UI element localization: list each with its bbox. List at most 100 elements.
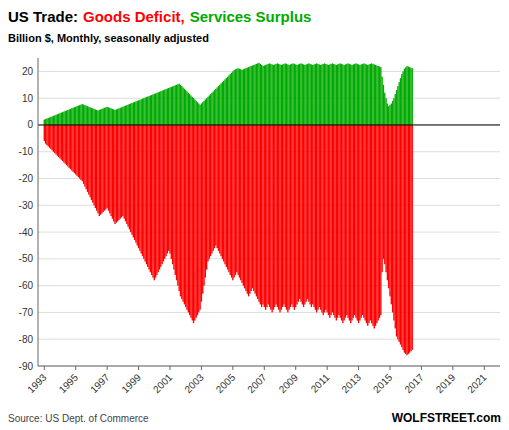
x-tick (201, 366, 202, 370)
bar (286, 64, 287, 125)
bar (251, 66, 252, 125)
bar (273, 65, 274, 125)
bar (277, 125, 278, 307)
bar (402, 125, 403, 350)
bar (257, 63, 258, 125)
bar (338, 64, 339, 125)
bar (172, 125, 173, 264)
grid-line (38, 339, 500, 340)
bar (249, 67, 250, 125)
bar (343, 65, 344, 125)
bar (316, 63, 317, 125)
bar (99, 125, 100, 216)
bar (135, 125, 136, 243)
bar (74, 125, 75, 173)
bar (118, 125, 119, 220)
bar (332, 125, 333, 312)
bar (201, 125, 202, 302)
x-tick-label: 1993 (25, 371, 49, 395)
bar (336, 125, 337, 321)
bar (186, 91, 187, 124)
bar (248, 67, 249, 125)
bar (412, 68, 413, 125)
bar (184, 89, 185, 125)
bar (391, 104, 392, 125)
bar (92, 108, 93, 125)
bar (323, 125, 324, 315)
bar (109, 108, 110, 125)
bar (258, 125, 259, 302)
bar (274, 64, 275, 125)
bar (168, 125, 169, 251)
bar (254, 125, 255, 294)
x-tick-label: 2009 (277, 371, 301, 395)
bar (333, 125, 334, 315)
bar (220, 83, 221, 125)
bar (88, 125, 89, 195)
bar (341, 64, 342, 125)
bar (227, 125, 228, 270)
bar (340, 63, 341, 125)
bar (320, 65, 321, 125)
bar (113, 125, 114, 221)
bar (409, 125, 410, 353)
bar (110, 108, 111, 125)
bar (190, 125, 191, 318)
chart-container: -90-80-70-60-50-40-30-20-100102019931995… (0, 0, 509, 430)
bar (147, 125, 148, 267)
bar (130, 125, 131, 232)
bar (257, 125, 258, 299)
bar (254, 64, 255, 125)
chart-svg: -90-80-70-60-50-40-30-20-100102019931995… (0, 0, 509, 430)
bar (189, 125, 190, 315)
bar (141, 125, 142, 254)
bar (326, 125, 327, 312)
bar (235, 125, 236, 275)
bar (298, 64, 299, 125)
bar (309, 125, 310, 304)
watermark: WOLFSTREET.com (392, 411, 501, 425)
bar (337, 125, 338, 318)
bar (298, 125, 299, 302)
bar (266, 64, 267, 125)
x-tick (358, 366, 359, 370)
bar (126, 105, 127, 125)
bar (333, 64, 334, 125)
bar (201, 104, 202, 125)
y-axis-line (38, 58, 39, 366)
bar (300, 125, 301, 302)
bar (228, 75, 229, 125)
bar (54, 125, 55, 153)
bar (93, 109, 94, 125)
x-tick (295, 366, 296, 370)
bar (155, 93, 156, 125)
bar (343, 125, 344, 321)
bar (105, 107, 106, 125)
bar (97, 125, 98, 213)
bar (243, 69, 244, 125)
bar (82, 104, 83, 125)
bar (76, 106, 77, 125)
x-tick (264, 366, 265, 370)
bar (116, 125, 117, 223)
bar (395, 125, 396, 329)
bar (321, 64, 322, 125)
bar (159, 125, 160, 270)
bar (213, 125, 214, 251)
bar (397, 86, 398, 125)
bar (167, 125, 168, 254)
bar (299, 64, 300, 125)
y-tick-label: -20 (19, 173, 34, 184)
bar (49, 117, 50, 124)
bar (366, 125, 367, 323)
bar (146, 125, 147, 264)
bar (222, 125, 223, 259)
bar (203, 125, 204, 286)
bar (237, 125, 238, 275)
bar (237, 68, 238, 125)
bar (290, 64, 291, 125)
bar (161, 91, 162, 125)
bar (49, 125, 50, 148)
bar (152, 125, 153, 278)
bar (361, 64, 362, 125)
